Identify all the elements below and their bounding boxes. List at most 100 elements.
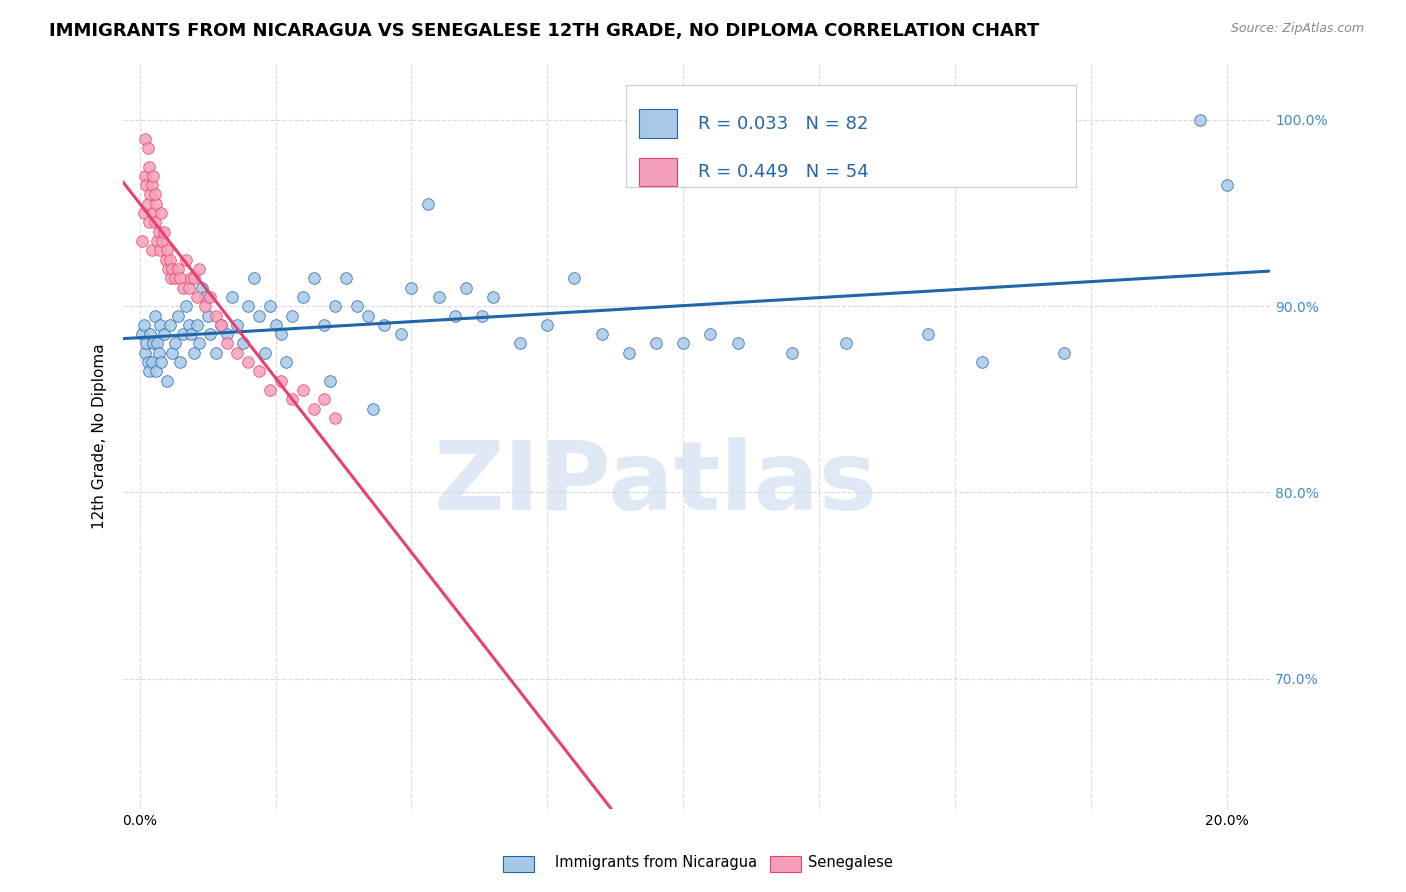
Point <box>335 271 357 285</box>
Point <box>591 327 613 342</box>
Point <box>138 215 160 229</box>
Text: R = 0.033   N = 82: R = 0.033 N = 82 <box>697 115 868 133</box>
Point <box>146 336 169 351</box>
Point <box>188 336 211 351</box>
Point <box>160 271 183 285</box>
Point <box>183 271 205 285</box>
Point <box>204 345 226 359</box>
Point <box>163 271 186 285</box>
Point <box>156 374 179 388</box>
Point <box>357 309 380 323</box>
Point <box>172 280 194 294</box>
Point <box>200 290 222 304</box>
Point <box>166 309 188 323</box>
Point <box>1053 345 1076 359</box>
Point <box>134 169 156 183</box>
Point <box>169 355 191 369</box>
Point <box>672 336 695 351</box>
Point <box>221 290 243 304</box>
Point <box>177 318 200 332</box>
Point <box>153 327 176 342</box>
Point <box>131 327 153 342</box>
Point <box>145 364 167 378</box>
Point <box>143 215 166 229</box>
Point <box>276 355 298 369</box>
Point <box>319 374 342 388</box>
Point <box>727 336 749 351</box>
Point <box>281 309 304 323</box>
Point <box>444 309 467 323</box>
Point <box>188 262 211 277</box>
Point <box>143 187 166 202</box>
Point <box>132 318 155 332</box>
Point <box>314 318 336 332</box>
Point <box>264 318 287 332</box>
Point <box>142 336 165 351</box>
Point <box>180 327 202 342</box>
Point <box>180 271 202 285</box>
Point <box>291 290 314 304</box>
Point <box>323 411 346 425</box>
Point <box>363 401 385 416</box>
Point <box>141 244 163 258</box>
Point <box>136 141 159 155</box>
Point <box>226 345 249 359</box>
Point <box>247 309 270 323</box>
Point <box>134 345 156 359</box>
Point <box>131 234 153 248</box>
Point <box>160 345 183 359</box>
Point <box>259 383 281 397</box>
Point <box>209 318 232 332</box>
Point <box>141 355 163 369</box>
Point <box>835 336 858 351</box>
Point <box>226 318 249 332</box>
Point <box>346 299 368 313</box>
Point <box>645 336 668 351</box>
Point <box>160 262 183 277</box>
Point <box>780 345 803 359</box>
Point <box>204 309 226 323</box>
Point <box>232 336 254 351</box>
Point <box>972 355 994 369</box>
Point <box>138 160 160 174</box>
Text: Immigrants from Nicaragua: Immigrants from Nicaragua <box>555 855 758 870</box>
Point <box>169 271 191 285</box>
Text: Source: ZipAtlas.com: Source: ZipAtlas.com <box>1230 22 1364 36</box>
Point <box>156 244 179 258</box>
Point <box>155 252 177 267</box>
Point <box>302 401 325 416</box>
Point <box>247 364 270 378</box>
Point <box>302 271 325 285</box>
Point <box>215 336 238 351</box>
Point <box>238 355 260 369</box>
FancyBboxPatch shape <box>640 110 678 138</box>
Point <box>389 327 412 342</box>
Point <box>564 271 586 285</box>
Point <box>509 336 531 351</box>
Point <box>471 309 494 323</box>
Point <box>153 225 176 239</box>
Point <box>270 374 292 388</box>
Point <box>150 355 173 369</box>
Point <box>148 225 170 239</box>
Point <box>238 299 260 313</box>
Point <box>281 392 304 407</box>
Point <box>416 196 439 211</box>
Point <box>159 318 181 332</box>
Point <box>174 299 197 313</box>
Point <box>145 196 167 211</box>
Point <box>166 262 188 277</box>
Point <box>209 318 232 332</box>
Point <box>197 309 219 323</box>
Point <box>314 392 336 407</box>
Text: R = 0.449   N = 54: R = 0.449 N = 54 <box>697 163 869 181</box>
Point <box>454 280 477 294</box>
Point <box>149 318 172 332</box>
Point <box>191 280 214 294</box>
Point <box>917 327 939 342</box>
Point <box>617 345 640 359</box>
Point <box>135 336 157 351</box>
Point <box>146 234 169 248</box>
Point <box>536 318 558 332</box>
Point <box>270 327 292 342</box>
